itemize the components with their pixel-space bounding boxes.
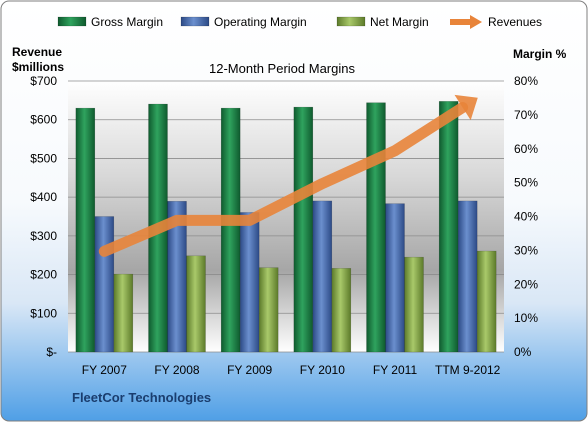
right-tick-label: 80% — [514, 74, 538, 88]
left-tick-label: $200 — [30, 268, 57, 282]
left-tick-label: $600 — [30, 113, 57, 127]
right-tick-label: 60% — [514, 142, 538, 156]
gross-margin-bar — [75, 107, 96, 353]
category-labels: FY 2007 FY 2008 FY 2009 FY 2010 FY 2011 TTM 9… — [82, 363, 501, 377]
net-margin-legend-label: Net Margin — [370, 15, 429, 29]
revenues-line — [98, 101, 469, 257]
gross-margin-bar — [438, 101, 459, 353]
right-tick-label: 50% — [514, 176, 538, 190]
operating-margin-bar — [94, 216, 115, 353]
right-tick-label: 0% — [514, 345, 532, 359]
revenue-series — [98, 94, 478, 257]
gross-margin-legend-label: Gross Margin — [91, 15, 163, 29]
operating-margin-legend-label: Operating Margin — [214, 15, 307, 29]
right-tick-label: 40% — [514, 210, 538, 224]
left-axis-label-line1: Revenue — [12, 45, 62, 59]
left-tick-label: $400 — [30, 190, 57, 204]
right-tick-label: 20% — [514, 277, 538, 291]
category-label: FY 2010 — [300, 363, 345, 377]
left-tick-label: $500 — [30, 151, 57, 165]
right-tick-label: 70% — [514, 108, 538, 122]
category-label: FY 2007 — [82, 363, 127, 377]
revenues-arrowhead — [454, 94, 478, 121]
operating-margin-legend-swatch — [180, 16, 210, 27]
category-label: FY 2009 — [227, 363, 272, 377]
left-tick-label: $- — [46, 345, 57, 359]
chart-title: 12-Month Period Margins — [209, 61, 355, 76]
net-margin-bar — [331, 268, 352, 353]
operating-margin-bar — [385, 203, 405, 353]
net-margin-bar — [404, 256, 424, 353]
net-margin-bar — [258, 267, 279, 353]
net-margin-bar — [476, 250, 497, 353]
net-margin-legend-swatch — [336, 16, 366, 27]
left-tick-label: $700 — [30, 74, 57, 88]
operating-margin-bar — [312, 200, 333, 353]
left-axis-label-line2: $millions — [12, 60, 64, 74]
right-axis-ticks: 0% 10% 20% 30% 40% 50% 60% 70% 80% — [514, 74, 538, 359]
gridlines — [68, 80, 504, 353]
revenues-legend-arrow — [470, 15, 482, 29]
net-margin-bar — [186, 255, 206, 353]
revenues-legend-label: Revenues — [488, 15, 542, 29]
gross-margin-bar — [220, 107, 241, 353]
company-name: FleetCor Technologies — [72, 390, 211, 405]
left-tick-label: $100 — [30, 306, 57, 320]
left-axis-ticks: $- $100 $200 $300 $400 $500 $600 $700 — [30, 74, 57, 359]
category-label: TTM 9-2012 — [435, 363, 501, 377]
operating-margin-bar — [239, 212, 260, 353]
category-label: FY 2008 — [154, 363, 199, 377]
net-margin-bar — [113, 273, 134, 353]
right-axis-label: Margin % — [513, 47, 567, 61]
operating-margin-bar — [457, 200, 478, 353]
gross-margin-bar — [366, 102, 386, 353]
right-tick-label: 10% — [514, 311, 538, 325]
gross-margin-bar — [293, 106, 314, 353]
gross-margin-legend-swatch — [57, 16, 87, 27]
right-tick-label: 30% — [514, 243, 538, 257]
category-label: FY 2011 — [373, 363, 418, 377]
left-tick-label: $300 — [30, 229, 57, 243]
legend: Gross Margin Operating Margin Net Margin Re… — [57, 15, 542, 29]
